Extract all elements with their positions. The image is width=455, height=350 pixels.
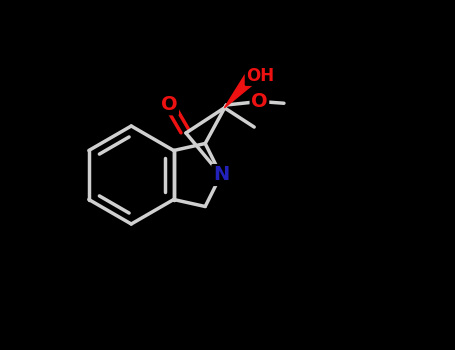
Polygon shape <box>224 75 254 108</box>
Text: O: O <box>251 92 268 111</box>
Text: OH: OH <box>246 66 274 85</box>
Text: N: N <box>213 166 229 184</box>
Text: O: O <box>161 95 177 114</box>
